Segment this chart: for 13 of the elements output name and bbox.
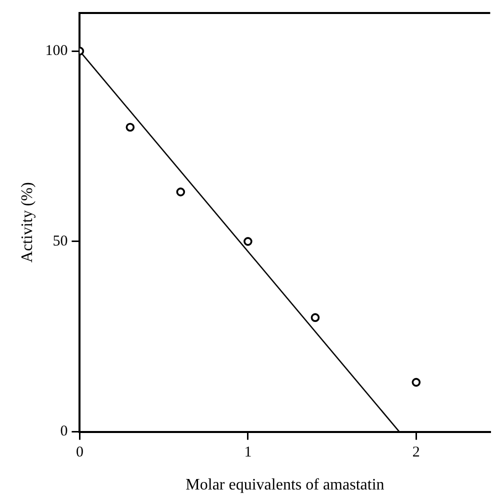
x-tick-label: 0 (76, 444, 84, 461)
point (176, 188, 186, 196)
x-tick-label: 2 (412, 444, 420, 461)
point (310, 313, 320, 322)
x-axis-title: Molar equivalents of amastatin (186, 476, 384, 494)
y-axis-title: Activity (%) (18, 182, 36, 263)
point (126, 122, 135, 132)
point (244, 237, 252, 246)
x-tick-label: 1 (244, 444, 252, 461)
y-tick-label: 0 (60, 424, 68, 440)
point (412, 378, 421, 387)
y-tick-label: 50 (52, 233, 68, 250)
y-tick-label: 100 (45, 43, 68, 60)
